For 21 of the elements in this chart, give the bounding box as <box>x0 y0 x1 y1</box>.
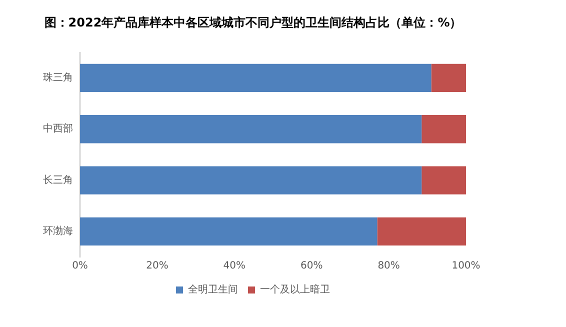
bar <box>422 115 466 144</box>
y-tick-label: 珠三角 <box>43 72 73 84</box>
x-tick-label: 100% <box>452 260 480 272</box>
bar <box>80 166 422 194</box>
y-tick-label: 中西部 <box>43 122 73 135</box>
bar <box>431 64 466 92</box>
legend-label: 全明卫生间 <box>188 284 238 296</box>
x-tick-label: 80% <box>378 260 400 272</box>
bar <box>377 217 466 246</box>
x-tick-label: 20% <box>146 260 168 272</box>
legend-label: 一个及以上暗卫 <box>260 284 330 296</box>
bar <box>80 64 432 92</box>
y-tick-label: 长三角 <box>43 174 73 186</box>
chart-title: 图：2022年产品库样本中各区域城市不同户型的卫生间结构占比（单位：%） <box>44 15 462 30</box>
bar <box>80 217 378 246</box>
x-tick-label: 60% <box>300 260 323 272</box>
x-tick-label: 40% <box>223 260 246 272</box>
bar <box>80 115 422 144</box>
bar <box>422 166 466 194</box>
x-tick-label: 0% <box>72 260 88 272</box>
y-tick-label: 环渤海 <box>43 225 73 238</box>
